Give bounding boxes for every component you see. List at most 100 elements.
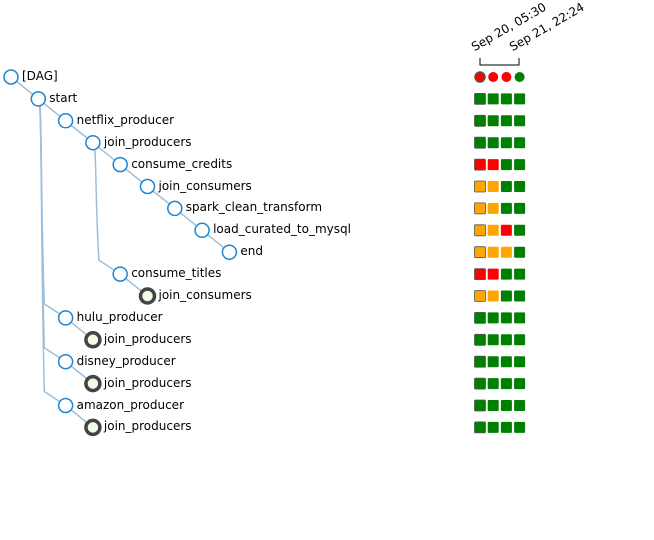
task-instance-status-square[interactable] xyxy=(514,268,526,280)
task-instance-status-square[interactable] xyxy=(514,378,526,390)
task-instance-status-square[interactable] xyxy=(474,311,486,324)
task-instance-status-square[interactable] xyxy=(487,334,499,346)
task-label[interactable]: load_curated_to_mysql xyxy=(213,222,351,237)
task-label[interactable]: end xyxy=(240,244,263,259)
task-instance-status-square[interactable] xyxy=(500,356,512,368)
task-instance-status-square[interactable] xyxy=(487,356,499,368)
task-instance-status-square[interactable] xyxy=(487,115,499,127)
task-label[interactable]: join_consumers xyxy=(158,288,252,302)
task-instance-status-square[interactable] xyxy=(487,159,499,171)
task-label[interactable]: spark_clean_transform xyxy=(185,200,323,215)
task-instance-status-square[interactable] xyxy=(474,114,486,127)
task-label[interactable]: hulu_producer xyxy=(76,309,163,324)
dag-run-status-circle[interactable] xyxy=(501,72,512,82)
task-node-icon[interactable] xyxy=(30,91,47,107)
task-instance-status-square[interactable] xyxy=(514,400,526,411)
task-instance-status-square[interactable] xyxy=(487,224,499,236)
task-node-icon[interactable] xyxy=(112,156,128,173)
task-label[interactable]: netflix_producer xyxy=(76,112,175,127)
task-instance-status-square[interactable] xyxy=(500,115,512,127)
task-instance-status-square[interactable] xyxy=(500,290,512,302)
task-label[interactable]: join_consumers xyxy=(158,178,252,193)
task-instance-status-square[interactable] xyxy=(487,290,499,302)
task-node-icon[interactable] xyxy=(139,178,156,195)
task-instance-status-square[interactable] xyxy=(500,421,512,433)
dag-label[interactable]: [DAG] xyxy=(22,69,58,83)
task-instance-status-square[interactable] xyxy=(500,224,512,236)
task-instance-status-square[interactable] xyxy=(500,181,512,192)
task-label[interactable]: join_producers xyxy=(103,419,192,434)
task-node-icon[interactable] xyxy=(57,113,74,129)
task-label[interactable]: join_producers xyxy=(103,134,192,149)
dag-node-icon[interactable] xyxy=(3,69,19,85)
task-instance-status-square[interactable] xyxy=(514,334,526,346)
task-instance-status-square[interactable] xyxy=(474,93,486,105)
task-instance-status-square[interactable] xyxy=(474,290,486,302)
task-instance-status-square[interactable] xyxy=(500,334,512,346)
task-instance-status-square[interactable] xyxy=(487,246,499,258)
task-instance-status-square[interactable] xyxy=(514,421,526,433)
task-instance-status-square[interactable] xyxy=(514,224,526,236)
task-label[interactable]: consume_titles xyxy=(131,266,222,281)
task-instance-status-square[interactable] xyxy=(500,378,512,390)
dag-run-status-circle[interactable] xyxy=(474,71,486,83)
task-label[interactable]: start xyxy=(49,90,78,105)
task-node-icon[interactable] xyxy=(194,222,210,239)
task-instance-status-square[interactable] xyxy=(474,355,486,368)
task-label[interactable]: disney_producer xyxy=(76,353,176,368)
task-instance-status-square[interactable] xyxy=(474,246,486,259)
task-instance-status-square[interactable] xyxy=(514,290,526,302)
task-instance-status-square[interactable] xyxy=(514,356,526,368)
task-instance-status-square[interactable] xyxy=(514,115,526,127)
reference-node-icon[interactable] xyxy=(84,374,102,393)
task-instance-status-square[interactable] xyxy=(500,268,512,280)
task-instance-status-square[interactable] xyxy=(487,137,499,149)
task-instance-status-square[interactable] xyxy=(474,421,486,434)
task-instance-status-square[interactable] xyxy=(514,202,526,214)
task-instance-status-square[interactable] xyxy=(500,202,512,214)
task-instance-status-square[interactable] xyxy=(514,181,526,192)
task-instance-status-square[interactable] xyxy=(487,202,499,214)
task-node-icon[interactable] xyxy=(85,134,101,151)
task-instance-status-square[interactable] xyxy=(487,400,499,411)
task-instance-status-square[interactable] xyxy=(474,202,486,215)
task-instance-status-square[interactable] xyxy=(514,246,526,258)
task-instance-status-square[interactable] xyxy=(487,378,499,390)
task-instance-status-square[interactable] xyxy=(514,93,526,105)
reference-node-icon[interactable] xyxy=(138,287,157,305)
task-instance-status-square[interactable] xyxy=(487,312,499,324)
task-node-icon[interactable] xyxy=(57,397,74,414)
task-instance-status-square[interactable] xyxy=(474,180,486,193)
task-instance-status-square[interactable] xyxy=(500,137,512,149)
task-instance-status-square[interactable] xyxy=(487,268,499,280)
task-instance-status-square[interactable] xyxy=(500,312,512,324)
task-node-icon[interactable] xyxy=(57,353,74,370)
reference-node-icon[interactable] xyxy=(84,418,102,437)
dag-run-status-circle[interactable] xyxy=(514,72,525,82)
task-instance-status-square[interactable] xyxy=(500,400,512,411)
task-instance-status-square[interactable] xyxy=(474,136,486,149)
task-instance-status-square[interactable] xyxy=(514,159,526,171)
task-instance-status-square[interactable] xyxy=(487,421,499,433)
task-label[interactable]: join_producers xyxy=(103,375,192,390)
dag-run-status-circle[interactable] xyxy=(488,72,499,82)
task-instance-status-square[interactable] xyxy=(500,246,512,258)
task-instance-status-square[interactable] xyxy=(514,137,526,149)
task-instance-status-square[interactable] xyxy=(514,312,526,324)
task-instance-status-square[interactable] xyxy=(487,93,499,105)
task-instance-status-square[interactable] xyxy=(500,159,512,171)
task-instance-status-square[interactable] xyxy=(500,93,512,105)
task-label[interactable]: join_producers xyxy=(103,331,192,346)
task-node-icon[interactable] xyxy=(57,310,74,326)
task-label[interactable]: amazon_producer xyxy=(76,397,185,412)
task-instance-status-square[interactable] xyxy=(474,377,486,390)
task-instance-status-square[interactable] xyxy=(474,268,486,281)
task-node-icon[interactable] xyxy=(167,200,183,217)
task-instance-status-square[interactable] xyxy=(474,158,486,171)
task-node-icon[interactable] xyxy=(112,266,128,282)
task-instance-status-square[interactable] xyxy=(474,224,486,237)
task-label[interactable]: consume_credits xyxy=(131,156,233,171)
task-instance-status-square[interactable] xyxy=(474,399,486,412)
task-node-icon[interactable] xyxy=(221,244,238,260)
reference-node-icon[interactable] xyxy=(84,331,102,349)
